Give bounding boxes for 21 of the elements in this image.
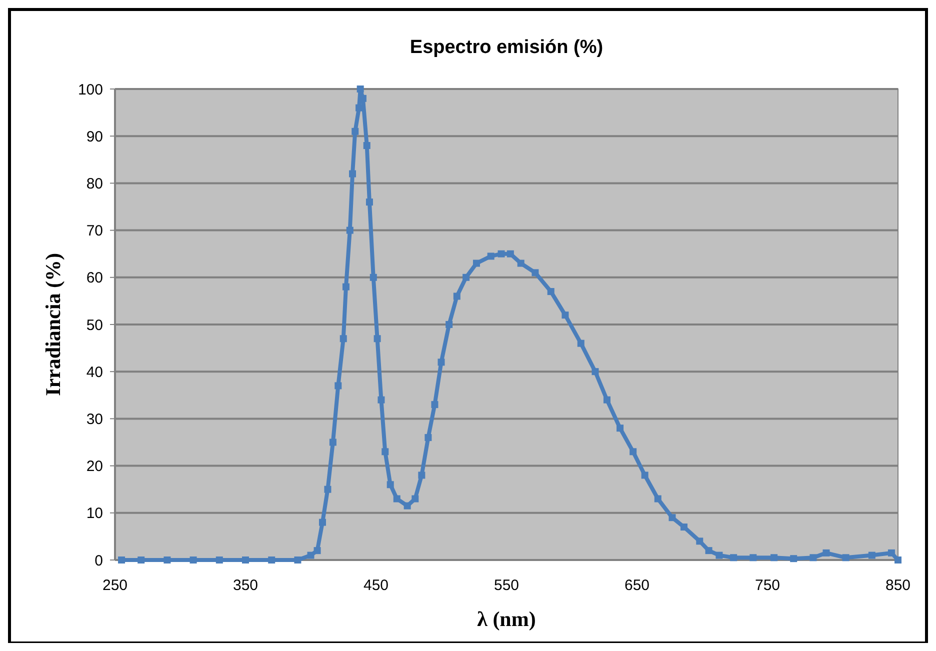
x-tick-label: 850 [885,577,911,594]
x-tick-label: 250 [102,577,128,594]
y-tick-label: 30 [86,410,103,428]
y-tick-label: 50 [86,316,103,334]
chart-title: Espectro emisión (%) [410,37,604,58]
y-tick-label: 0 [94,552,103,570]
y-tick-label: 20 [86,458,103,476]
x-tick-label: 750 [754,577,780,594]
y-tick-label: 10 [86,505,103,522]
x-tick-label: 650 [624,577,650,594]
x-tick-label: 550 [494,577,520,594]
x-axis-title: λ (nm) [477,607,536,631]
y-tick-label: 90 [86,128,103,146]
y-tick-label: 100 [78,81,103,98]
y-axis-title: Irradiancia (%) [41,253,65,396]
y-tick-label: 40 [86,364,103,381]
x-tick-label: 450 [363,577,389,594]
y-tick-label: 80 [86,175,103,192]
x-tick-label: 350 [232,577,258,594]
y-tick-label: 70 [86,222,103,240]
y-tick-label: 60 [86,270,103,287]
